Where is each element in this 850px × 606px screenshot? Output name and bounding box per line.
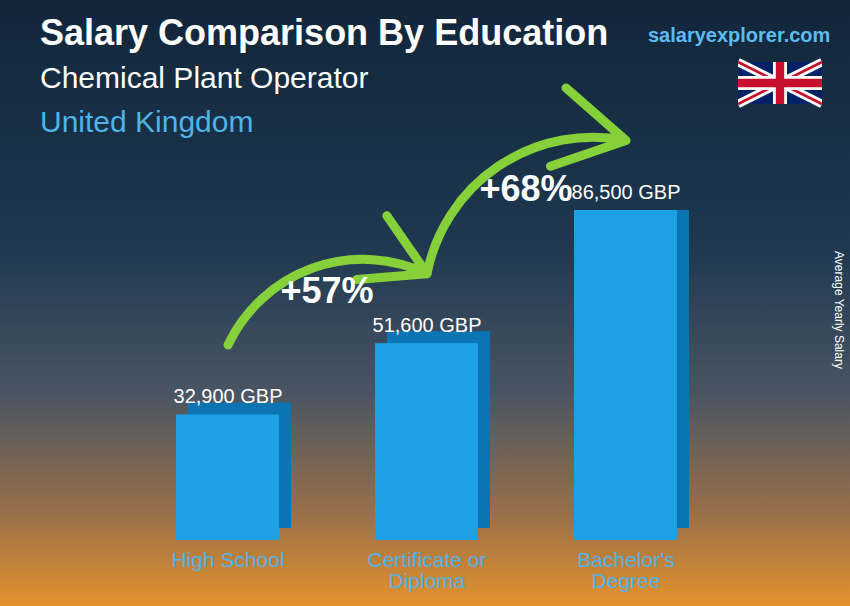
html-text:United Kingdom: United Kingdom — [40, 105, 254, 138]
html-text:salaryexplorer.com: salaryexplorer.com — [648, 24, 831, 46]
svg-text:Bachelor'sDegree: Bachelor'sDegree — [577, 548, 674, 592]
svg-text:Average Yearly Salary: Average Yearly Salary — [832, 251, 846, 369]
svg-text:High School: High School — [171, 548, 284, 571]
svg-text:86,500 GBP: 86,500 GBP — [572, 181, 681, 203]
svg-text:+57%: +57% — [280, 270, 373, 311]
html-text:Salary Comparison By Education: Salary Comparison By Education — [40, 12, 609, 53]
svg-text:+68%: +68% — [479, 168, 572, 209]
svg-text:32,900 GBP: 32,900 GBP — [174, 385, 283, 407]
html-text:Chemical Plant Operator: Chemical Plant Operator — [40, 61, 369, 94]
svg-text:51,600 GBP: 51,600 GBP — [373, 314, 482, 336]
svg-text:Certificate orDiploma: Certificate orDiploma — [367, 548, 486, 592]
